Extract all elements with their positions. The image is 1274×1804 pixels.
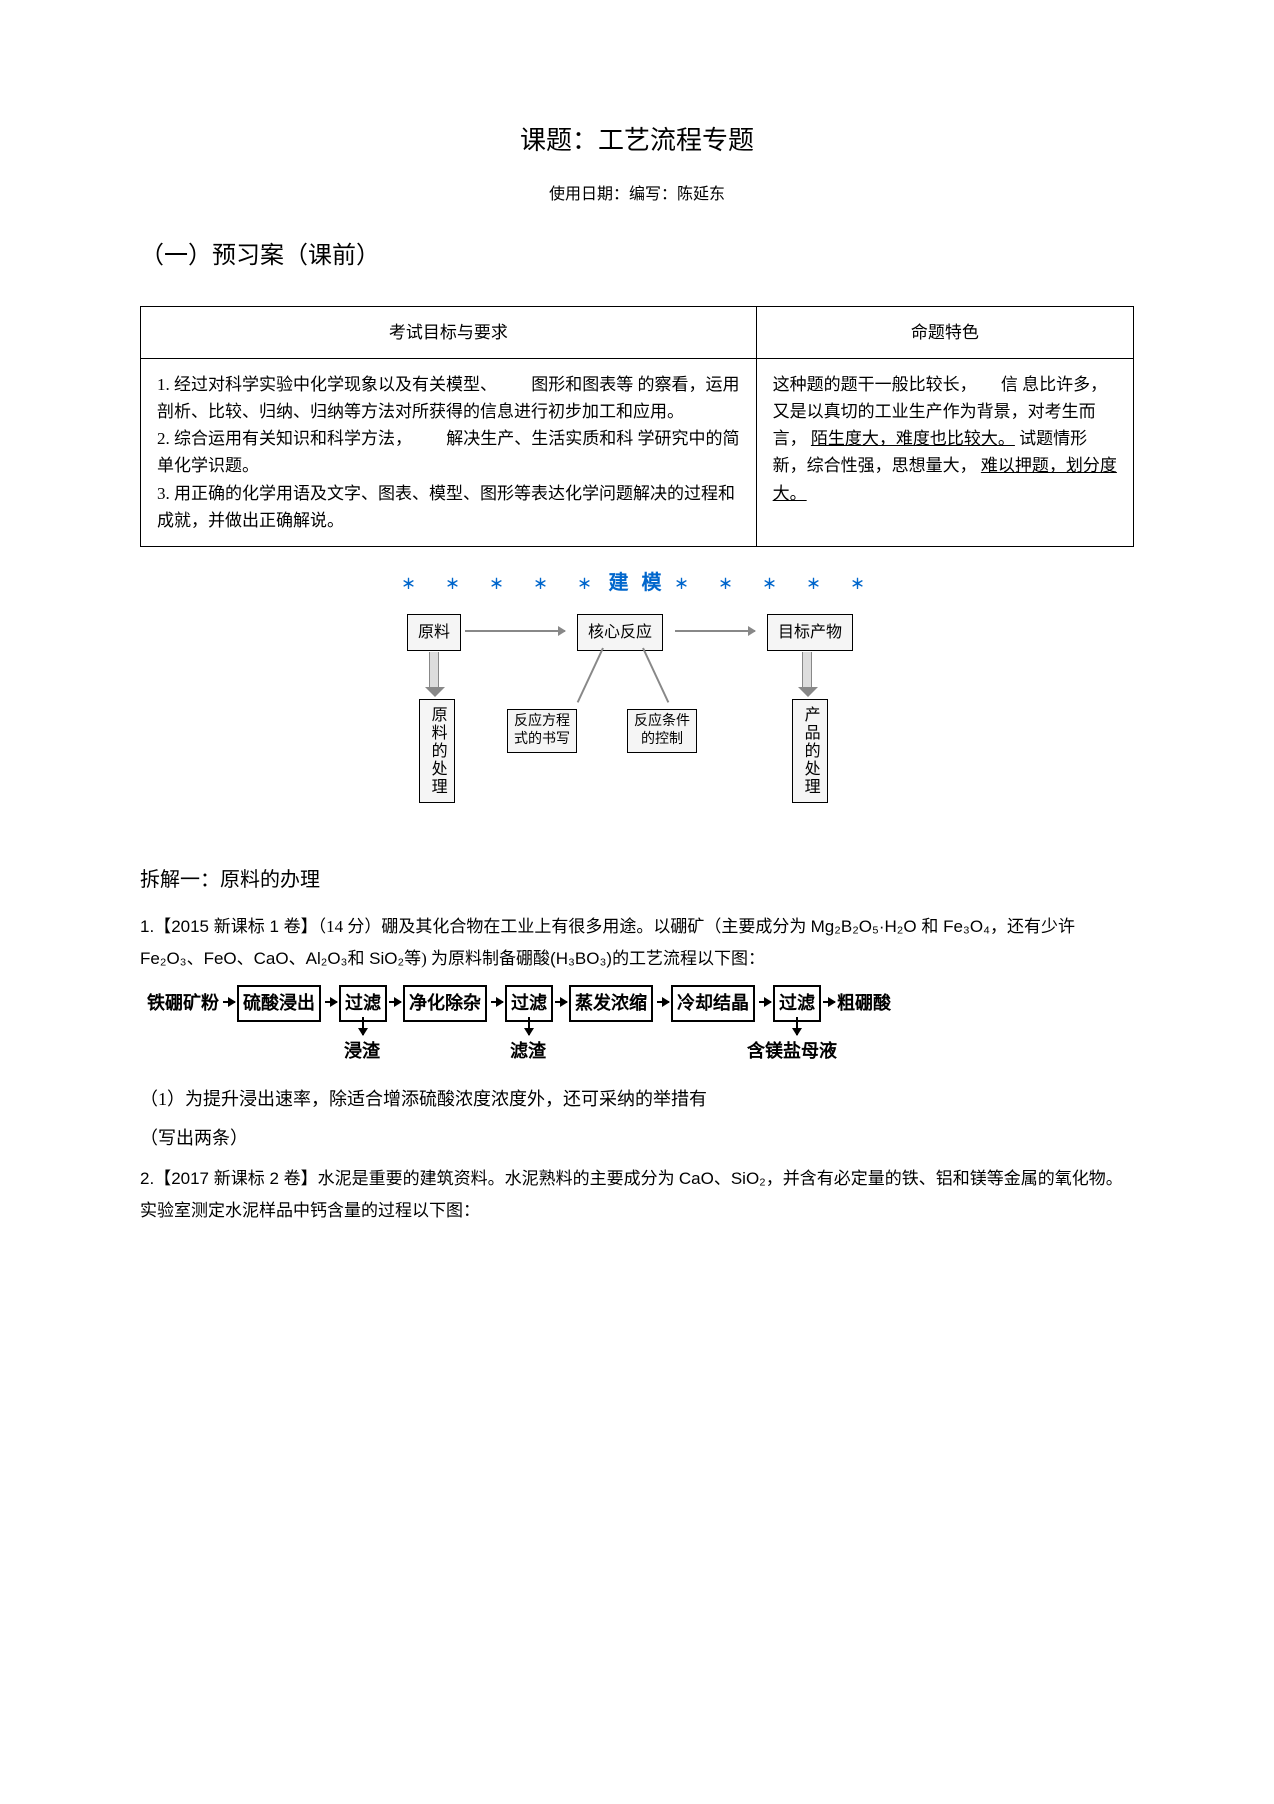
q2-formula1: CaO、SiO₂ [679, 1169, 766, 1188]
connector-line [642, 647, 669, 702]
req-text: 图形和图表等 [531, 375, 633, 394]
process-flow-diagram: 铁硼矿粉 硫酸浸出 过滤 净化除杂 过滤 蒸发浓缩 冷却结晶 过滤 粗硼酸 浸渣… [140, 985, 1134, 1065]
q1-end2: 的工艺流程以下图： [612, 949, 765, 968]
req-text: 3. 用正确的化学用语及文字、图表、模型、图形等表达化学问题解决的过程和成就，并… [157, 484, 735, 530]
q1-formula2: Fe₂O₃、FeO、CaO、Al₂O₃和 SiO₂ [140, 949, 404, 968]
diagram-box-core: 核心反应 [577, 614, 663, 652]
diagram-box-target: 目标产物 [767, 614, 853, 652]
flow-box-3: 净化除杂 [403, 985, 487, 1022]
arrow-down-icon [429, 652, 439, 687]
diagram-box-raw: 原料 [407, 614, 461, 652]
flow-end-label: 粗硼酸 [837, 989, 891, 1018]
mid2-line1: 反应条件 [634, 714, 690, 729]
flow-start-label: 铁硼矿粉 [147, 989, 219, 1018]
table-cell-requirements: 1. 经过对科学实验中化学现象以及有关模型、 图形和图表等 的察看，运用剖析、比… [141, 358, 757, 546]
question-1: 1.【2015 新课标 1 卷】（14 分）硼及其化合物在工业上有很多用途。以硼… [140, 911, 1134, 976]
table-header-1: 考试目标与要求 [141, 306, 757, 358]
req-text: 解决生产、生活实质和科 [446, 429, 633, 448]
q1-subquestion-1: （1）为提升浸出速率，除适合增添硫酸浓度浓度外，还可采纳的举措有 [140, 1085, 1134, 1114]
arrow-icon [325, 1001, 337, 1003]
feat-text: 这种题的题干一般比较长， [773, 375, 977, 394]
question-2: 2.【2017 新课标 2 卷】水泥是重要的建筑资料。水泥熟料的主要成分为 Ca… [140, 1163, 1134, 1228]
model-diagram: 原料 核心反应 目标产物 原料的处理 反应方程 式的书写 反应条件 的控制 产品… [140, 614, 1134, 834]
model-header: ＊ ＊ ＊ ＊ ＊ 建 模 ＊ ＊ ＊ ＊ ＊ [140, 567, 1134, 599]
arrow-icon [657, 1001, 669, 1003]
diagram-box-right-vert: 产品的处理 [792, 699, 828, 803]
arrow-down-icon [796, 1017, 798, 1035]
stars-right: ＊ ＊ ＊ ＊ ＊ [675, 578, 873, 593]
diagram-box-left-vert: 原料的处理 [419, 699, 455, 803]
arrow-icon [675, 630, 755, 632]
diagram-box-mid1: 反应方程 式的书写 [507, 709, 577, 753]
q1-score: 】（14 分）硼及其化合物在工业上有很多用途。以硼矿（主要成分为 [301, 917, 811, 936]
mid1-line2: 式的书写 [514, 732, 570, 747]
flow-down-3: 含镁盐母液 [747, 1037, 837, 1066]
feat-text-underline: 陌生度大，难度也比较大。 [811, 429, 1015, 448]
page-subtitle: 使用日期：编写：陈延东 [140, 182, 1134, 208]
q1-subquestion-2: （写出两条） [140, 1124, 1134, 1153]
arrow-icon [465, 630, 565, 632]
model-title: 建 模 [609, 572, 666, 594]
q1-mid: ，还有少许 [990, 917, 1075, 936]
q2-text1: 】水泥是重要的建筑资料。水泥熟料的主要成分为 [301, 1169, 679, 1188]
q2-tag: 2017 新课标 2 卷 [171, 1169, 300, 1188]
flow-box-5: 蒸发浓缩 [569, 985, 653, 1022]
mid1-line1: 反应方程 [514, 714, 570, 729]
arrow-down-icon [362, 1017, 364, 1035]
mid2-line2: 的控制 [641, 732, 683, 747]
arrow-down-icon [528, 1017, 530, 1035]
flow-box-6: 冷却结晶 [671, 985, 755, 1022]
flow-down-1: 浸渣 [344, 1037, 380, 1066]
arrow-icon [491, 1001, 503, 1003]
arrow-icon [389, 1001, 401, 1003]
flow-down-2: 滤渣 [510, 1037, 546, 1066]
page-title: 课题：工艺流程专题 [140, 120, 1134, 162]
requirements-table: 考试目标与要求 命题特色 1. 经过对科学实验中化学现象以及有关模型、 图形和图… [140, 306, 1134, 547]
arrow-icon [759, 1001, 771, 1003]
q1-formula3: (H₃BO₃) [550, 949, 612, 968]
section-heading: （一）预习案（课前） [140, 237, 1134, 275]
flow-box-1: 硫酸浸出 [237, 985, 321, 1022]
arrow-icon [823, 1001, 835, 1003]
q1-prefix: 1.【 [140, 917, 171, 936]
table-header-2: 命题特色 [756, 306, 1133, 358]
stars-left: ＊ ＊ ＊ ＊ ＊ [402, 578, 600, 593]
q1-formula1: Mg₂B₂O₅·H₂O 和 Fe₃O₄ [811, 917, 990, 936]
diagram-box-mid2: 反应条件 的控制 [627, 709, 697, 753]
req-text: 2. 综合运用有关知识和科学方法， [157, 429, 412, 448]
table-cell-features: 这种题的题干一般比较长， 信 息比许多，又是以真切的工业生产作为背景，对考生而言… [756, 358, 1133, 546]
arrow-down-icon [802, 652, 812, 687]
arrow-icon [555, 1001, 567, 1003]
sub-heading-1: 拆解一：原料的办理 [140, 864, 1134, 896]
req-text: 1. 经过对科学实验中化学现象以及有关模型、 [157, 375, 497, 394]
q1-tag: 2015 新课标 1 卷 [171, 917, 300, 936]
feat-text: 信 [1001, 375, 1018, 394]
connector-line [577, 647, 604, 702]
q1-end1: 等) 为原料制备硼酸 [404, 949, 550, 968]
q2-prefix: 2.【 [140, 1169, 171, 1188]
arrow-icon [223, 1001, 235, 1003]
